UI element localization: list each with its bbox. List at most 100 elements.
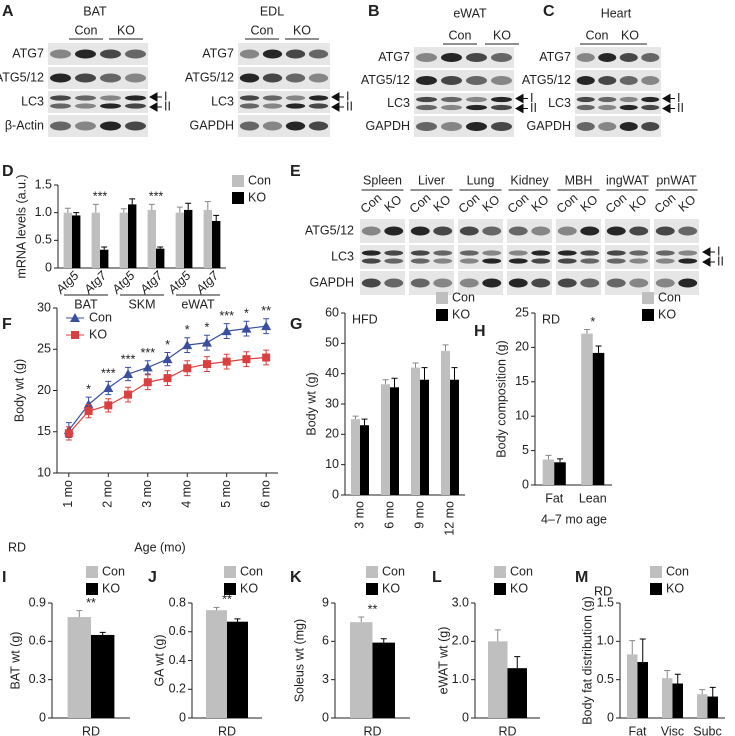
bar <box>175 212 184 268</box>
tissue-label: Spleen <box>363 173 402 187</box>
blot-band <box>100 103 121 109</box>
y-tick-label: 0.4 <box>169 653 186 667</box>
blot-band <box>308 49 329 59</box>
error-bar <box>421 367 428 380</box>
row-label: ATG7 <box>12 46 44 60</box>
row-label: GAPDH <box>527 119 571 133</box>
y-tick-label: 0 <box>322 710 329 724</box>
y-tick-label: 15 <box>515 374 529 388</box>
blot-strip <box>575 116 661 137</box>
legend-swatch <box>650 566 662 578</box>
marker <box>70 313 80 322</box>
blot-band <box>482 226 502 236</box>
blot-title: EDL <box>260 4 284 18</box>
blot-band <box>466 122 487 131</box>
legend-swatch <box>366 583 378 595</box>
blot-band <box>606 226 626 236</box>
error-bar <box>176 206 183 213</box>
error-bar <box>380 638 387 643</box>
y-tick-label: 9 <box>322 595 329 609</box>
bar <box>360 425 369 495</box>
x-tick-label: Atg5 <box>53 269 82 298</box>
y-tick-label: 0.6 <box>29 634 46 648</box>
error-bar <box>674 673 681 684</box>
blot-band <box>619 122 638 131</box>
blot-strip <box>414 70 514 91</box>
bar <box>184 209 193 268</box>
error-bar <box>545 454 552 460</box>
blot-band <box>459 258 479 264</box>
blot-band <box>576 76 595 85</box>
blot-band <box>441 76 462 85</box>
legend-swatch <box>642 309 654 321</box>
blot-band <box>598 76 617 85</box>
band-arrow <box>330 102 344 112</box>
significance: ** <box>261 304 271 318</box>
marker <box>71 331 79 339</box>
blot-band <box>629 258 649 264</box>
band-arrow <box>514 103 528 114</box>
group-label: BAT <box>74 297 98 311</box>
error-bar <box>583 329 590 334</box>
blot-band <box>285 121 306 131</box>
x-tick-label: Lean <box>579 491 607 505</box>
significance: * <box>165 338 170 352</box>
error-bar <box>352 415 359 420</box>
band-label: I <box>717 244 720 258</box>
band-arrow <box>701 247 715 257</box>
blot-band <box>598 53 617 62</box>
bar <box>147 209 156 268</box>
y-tick-label: 0 <box>607 710 614 724</box>
blot-band <box>508 226 528 236</box>
blot-band <box>239 121 260 131</box>
blot-strip <box>360 245 405 269</box>
error-bar <box>494 629 501 642</box>
blot-band <box>459 226 479 236</box>
y-tick-label: 30 <box>325 396 339 410</box>
blot-band <box>384 226 404 236</box>
blot-band <box>416 104 437 111</box>
row-label: LC3 <box>211 94 234 108</box>
blot-band <box>416 53 437 62</box>
row-label: LC3 <box>387 96 410 110</box>
blot-band <box>285 95 306 101</box>
blot-strip <box>48 43 148 65</box>
y-tick-label: 0 <box>462 710 469 724</box>
blot-strip <box>414 116 514 137</box>
error-bar <box>213 606 220 611</box>
legend-label: KO <box>240 581 258 595</box>
blot-band <box>410 250 430 256</box>
blot-band <box>239 103 260 109</box>
blot-band <box>433 250 453 256</box>
group-label: KO <box>578 192 601 215</box>
band-arrow <box>514 93 528 104</box>
blot-band <box>580 250 600 256</box>
x-tick-label: Fat <box>545 491 564 505</box>
row-label: LC3 <box>548 96 571 110</box>
y-tick-label: 30 <box>37 300 51 314</box>
blot-band <box>641 53 660 62</box>
panel-letter: F <box>2 316 12 333</box>
bar <box>542 459 555 485</box>
panel-letter: H <box>474 323 486 340</box>
blot-band <box>239 95 260 101</box>
blot-band <box>482 278 502 288</box>
error-bar <box>361 418 368 426</box>
band-label: II <box>164 99 171 113</box>
blot-strip <box>238 43 330 65</box>
blot-band <box>598 122 617 131</box>
blot-band <box>239 49 260 59</box>
panel-letter: G <box>290 316 302 333</box>
blot-strip <box>507 245 552 269</box>
blot-band <box>655 250 675 256</box>
blot-band <box>100 73 121 83</box>
x-tick-label: 3 mo <box>140 480 154 508</box>
blot-band <box>239 73 260 83</box>
error-bar <box>639 638 646 663</box>
y-tick-label: 20 <box>325 427 339 441</box>
legend-label: KO <box>658 307 676 321</box>
blot-band <box>655 226 675 236</box>
blot-strip <box>48 115 148 137</box>
blot-band <box>629 278 649 288</box>
